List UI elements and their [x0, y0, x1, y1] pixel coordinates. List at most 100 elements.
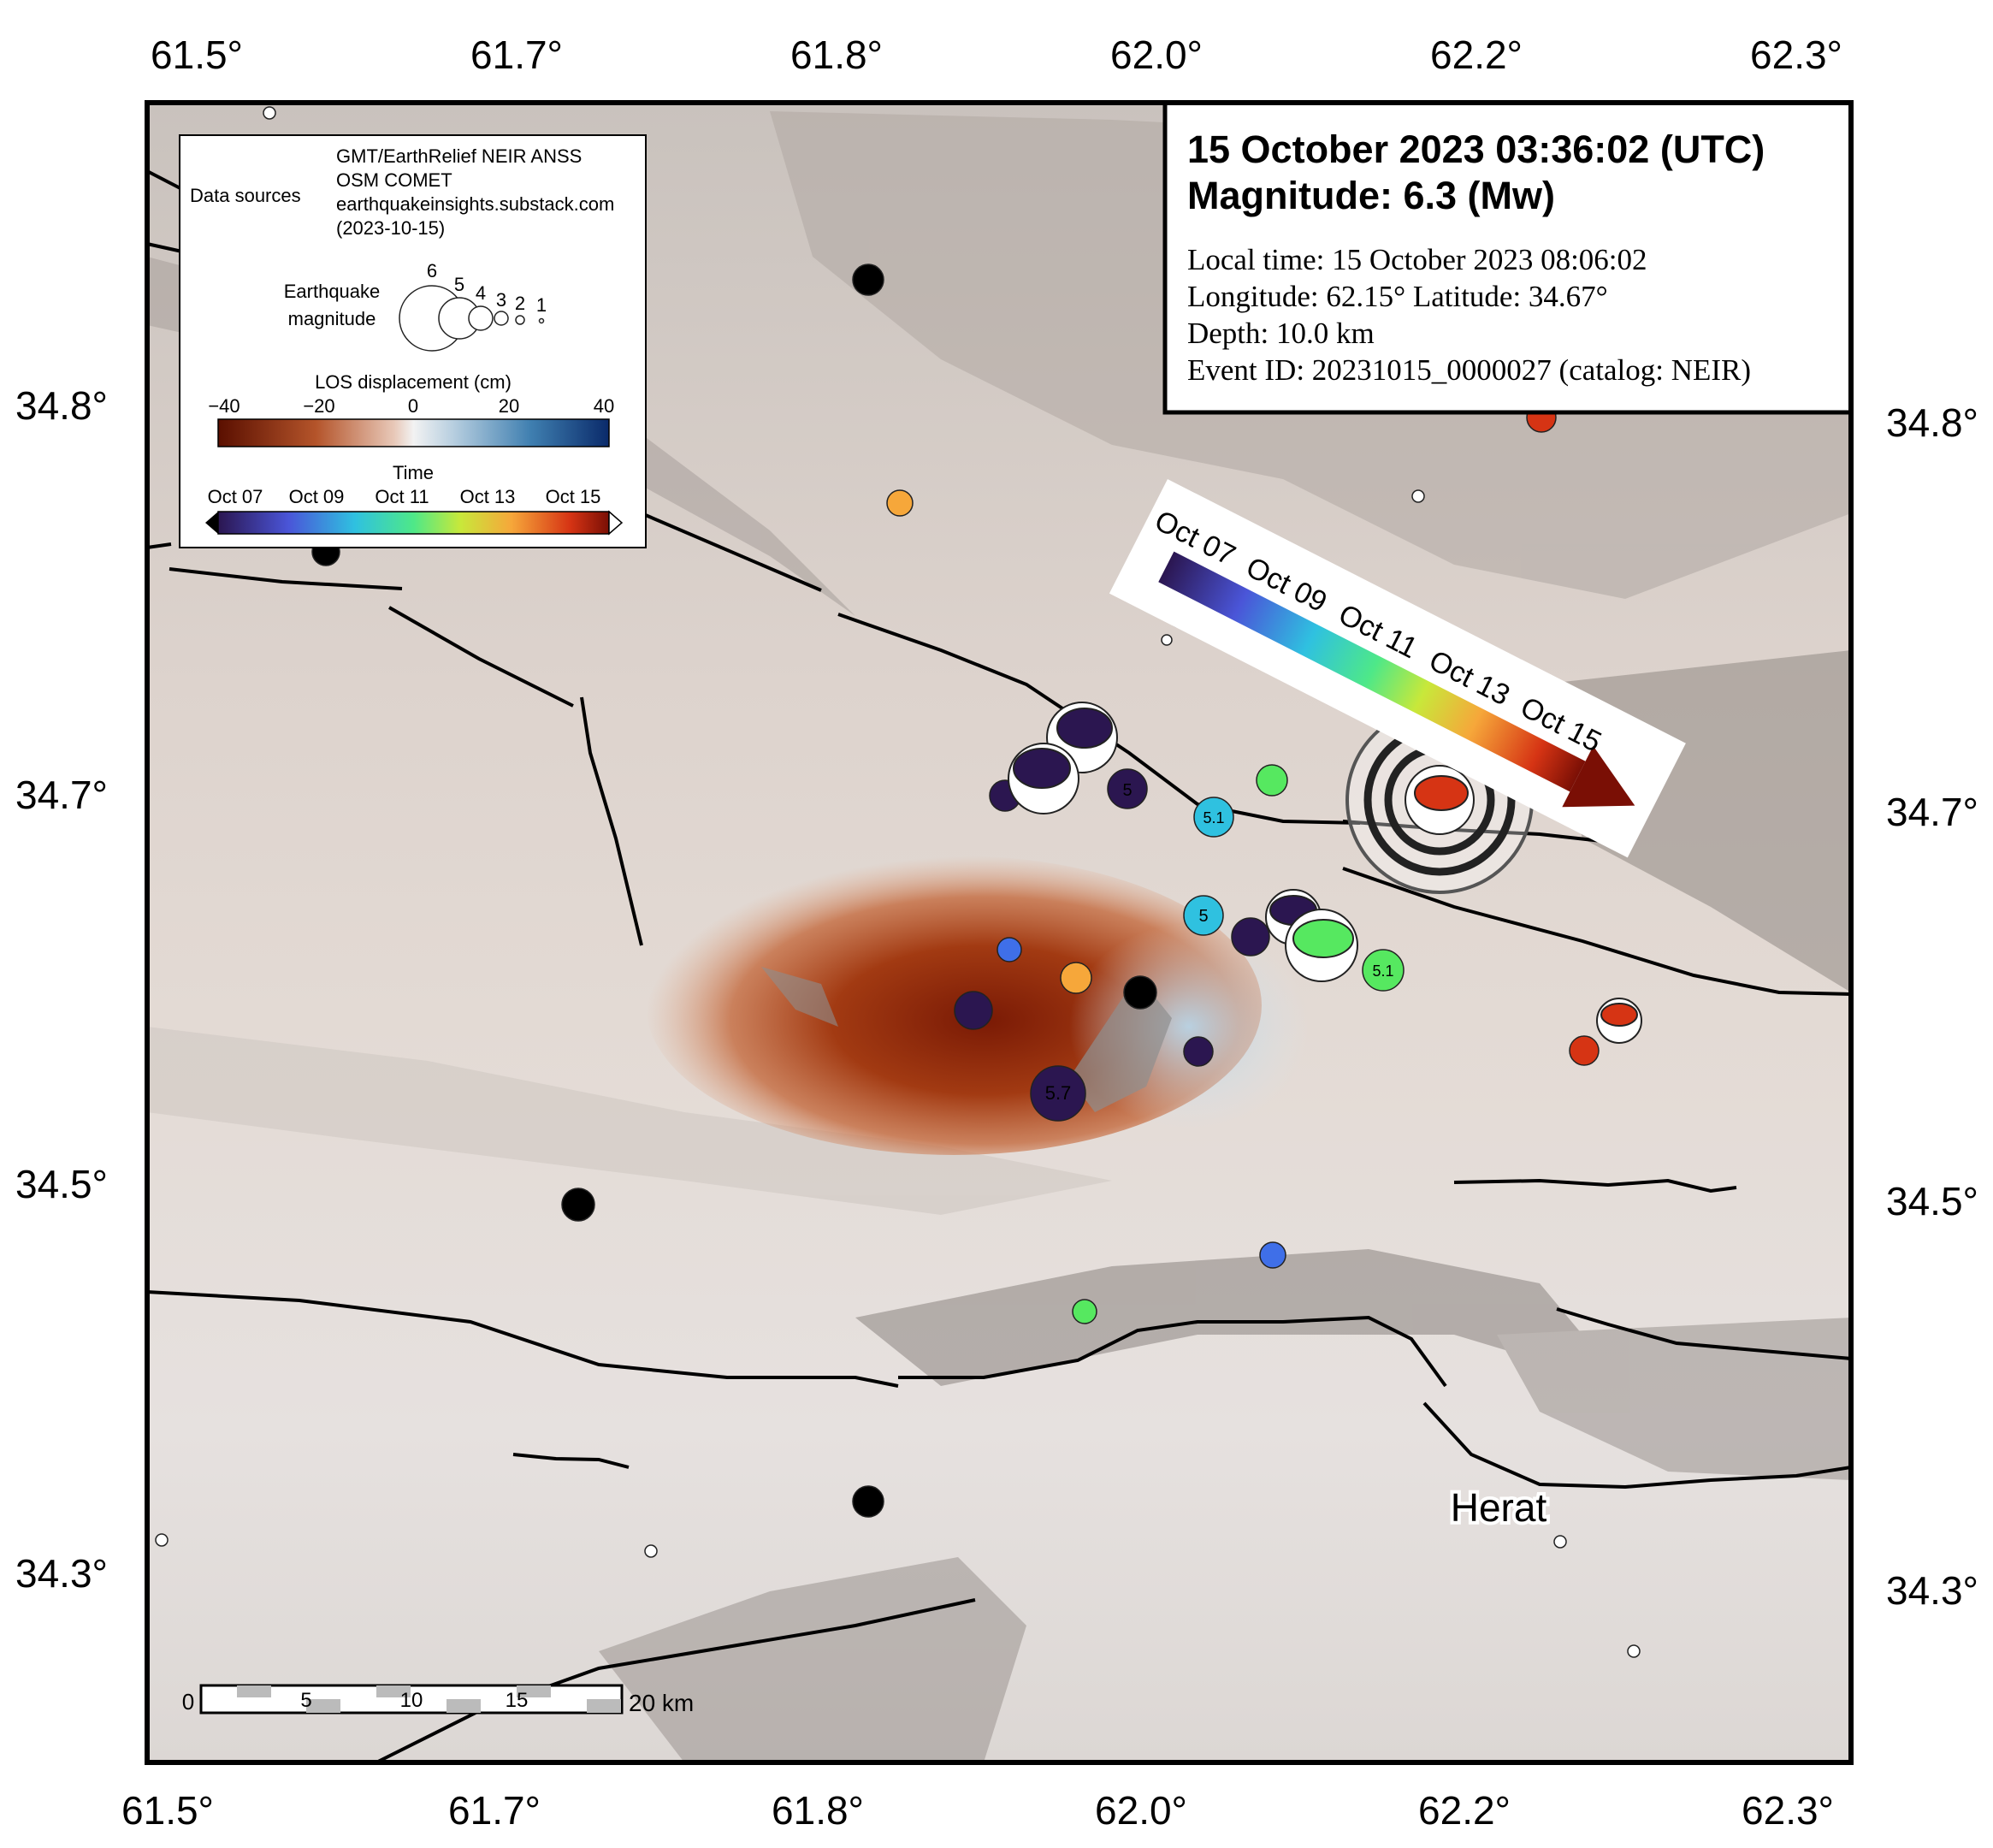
- event-label: 5.7: [1045, 1082, 1072, 1104]
- axis-left: 34.8° 34.7° 34.5° 34.3°: [15, 383, 108, 1596]
- event-magnitude: Magnitude: 6.3 (Mw): [1187, 174, 1555, 217]
- data-source-line: (2023-10-15): [336, 217, 445, 239]
- axis-top: 61.5° 61.7° 61.8° 62.0° 62.2° 62.3°: [151, 33, 1842, 77]
- los-displacement-field: [646, 856, 1309, 1155]
- scale-tick: 5: [300, 1689, 311, 1712]
- los-title: LOS displacement (cm): [315, 371, 512, 393]
- scale-tick: 10: [400, 1689, 423, 1712]
- event-depth: Depth: 10.0 km: [1187, 317, 1375, 350]
- time-colorbar-left-cap: [205, 512, 218, 534]
- axis-tick: 34.5°: [1886, 1179, 1978, 1223]
- magnitude-label: Earthquake: [284, 281, 381, 302]
- event-marker: [1161, 634, 1173, 646]
- beachball: [1596, 998, 1642, 1044]
- magnitude-tick: 5: [454, 274, 464, 295]
- data-source-line: OSM COMET: [336, 169, 452, 191]
- magnitude-tick: 1: [536, 294, 547, 316]
- time-tick: Oct 15: [546, 486, 601, 507]
- time-colorbar-right-cap: [608, 510, 624, 536]
- event-marker: [1411, 489, 1425, 503]
- axis-tick: 61.5°: [121, 1788, 214, 1833]
- time-tick: Oct 07: [208, 486, 263, 507]
- event-labels: 5 5.1 5 5.1 5.7: [1045, 781, 1394, 1104]
- magnitude-tick: 2: [515, 293, 525, 314]
- time-arrow: Oct 07 Oct 09 Oct 11 Oct 13 Oct 15: [1109, 479, 1686, 858]
- time-arrow-head: [1562, 745, 1635, 808]
- scale-tick: 0: [182, 1689, 194, 1715]
- axis-tick: 61.8°: [790, 33, 883, 77]
- event-marker: [1123, 975, 1157, 1010]
- map-panel[interactable]: 5 5.1 5 5.1 5.7: [145, 100, 1854, 1765]
- axis-tick: 34.8°: [1886, 400, 1978, 445]
- event-marker: [1060, 962, 1092, 994]
- los-tick: −20: [303, 395, 334, 417]
- beachball: [1008, 743, 1079, 814]
- magnitude-circle: [515, 315, 525, 325]
- axis-tick: 34.3°: [15, 1551, 108, 1596]
- city-label: Herat: [1451, 1485, 1547, 1530]
- magnitude-tick: 6: [427, 260, 437, 281]
- event-label: 5.1: [1372, 962, 1393, 980]
- los-tick: 40: [594, 395, 614, 417]
- event-marker: [1183, 1036, 1214, 1067]
- axis-tick: 62.2°: [1418, 1788, 1511, 1833]
- event-marker: [1569, 1035, 1600, 1066]
- event-coordinates: Longitude: 62.15° Latitude: 34.67°: [1187, 280, 1608, 313]
- time-tick: Oct 09: [289, 486, 345, 507]
- axis-bottom: 61.5° 61.7° 61.8° 62.0° 62.2° 62.3°: [121, 1788, 1834, 1833]
- los-tick: 20: [499, 395, 519, 417]
- scale-tick: 15: [506, 1689, 529, 1712]
- magnitude-circle: [538, 317, 545, 324]
- axis-tick: 62.3°: [1742, 1788, 1834, 1833]
- scale-bar: 0 5 10 15 20 km: [182, 1684, 694, 1716]
- axis-tick: 61.7°: [470, 33, 563, 77]
- axis-tick: 61.5°: [151, 33, 243, 77]
- axis-tick: 34.8°: [15, 383, 108, 428]
- los-colorbar: [217, 418, 610, 447]
- event-marker: [1259, 1241, 1286, 1269]
- data-sources-label: Data sources: [190, 185, 301, 206]
- axis-tick: 62.2°: [1430, 33, 1523, 77]
- los-tick: −40: [208, 395, 240, 417]
- axis-tick: 62.0°: [1095, 1788, 1187, 1833]
- axis-tick: 34.5°: [15, 1162, 108, 1206]
- event-marker: [1553, 1535, 1567, 1549]
- axis-tick: 61.8°: [772, 1788, 864, 1833]
- event-local-time: Local time: 15 October 2023 08:06:02: [1187, 243, 1647, 276]
- map-border: [145, 100, 1854, 1765]
- time-arrow-gradient: [1158, 551, 1586, 792]
- event-datetime: 15 October 2023 03:36:02 (UTC): [1187, 127, 1765, 171]
- time-tick: Oct 11: [375, 486, 429, 507]
- magnitude-circle: [494, 311, 509, 326]
- time-colorbar: [217, 511, 610, 535]
- earthquake-events: [155, 106, 1641, 1658]
- axis-tick: 34.7°: [1886, 790, 1978, 834]
- event-marker: [996, 937, 1022, 962]
- data-source-line: earthquakeinsights.substack.com: [336, 193, 614, 215]
- magnitude-tick: 3: [496, 289, 506, 311]
- magnitude-circle: [468, 305, 494, 331]
- axis-tick: 62.3°: [1750, 33, 1842, 77]
- event-marker: [886, 489, 914, 517]
- event-marker: [1183, 895, 1224, 936]
- event-marker: [561, 1188, 595, 1222]
- magnitude-tick: 4: [476, 282, 486, 304]
- event-marker: [1362, 949, 1405, 992]
- event-marker: [263, 106, 276, 120]
- los-tick: 0: [408, 395, 418, 417]
- magnitude-label: magnitude: [288, 308, 376, 329]
- event-label: 5.1: [1203, 809, 1224, 826]
- event-label: 5: [1198, 907, 1208, 926]
- event-marker: [1627, 1644, 1641, 1658]
- event-id: Event ID: 20231015_0000027 (catalog: NEI…: [1187, 353, 1751, 387]
- event-marker: [1231, 917, 1270, 957]
- event-marker: [1072, 1299, 1097, 1324]
- axis-tick: 34.3°: [1886, 1568, 1978, 1613]
- time-title: Time: [393, 462, 434, 483]
- event-info-box: 15 October 2023 03:36:02 (UTC) Magnitude…: [1162, 100, 1854, 415]
- event-marker: [1107, 768, 1148, 809]
- event-marker: [954, 991, 993, 1030]
- beachball: [1285, 909, 1358, 982]
- event-marker: [1030, 1065, 1086, 1122]
